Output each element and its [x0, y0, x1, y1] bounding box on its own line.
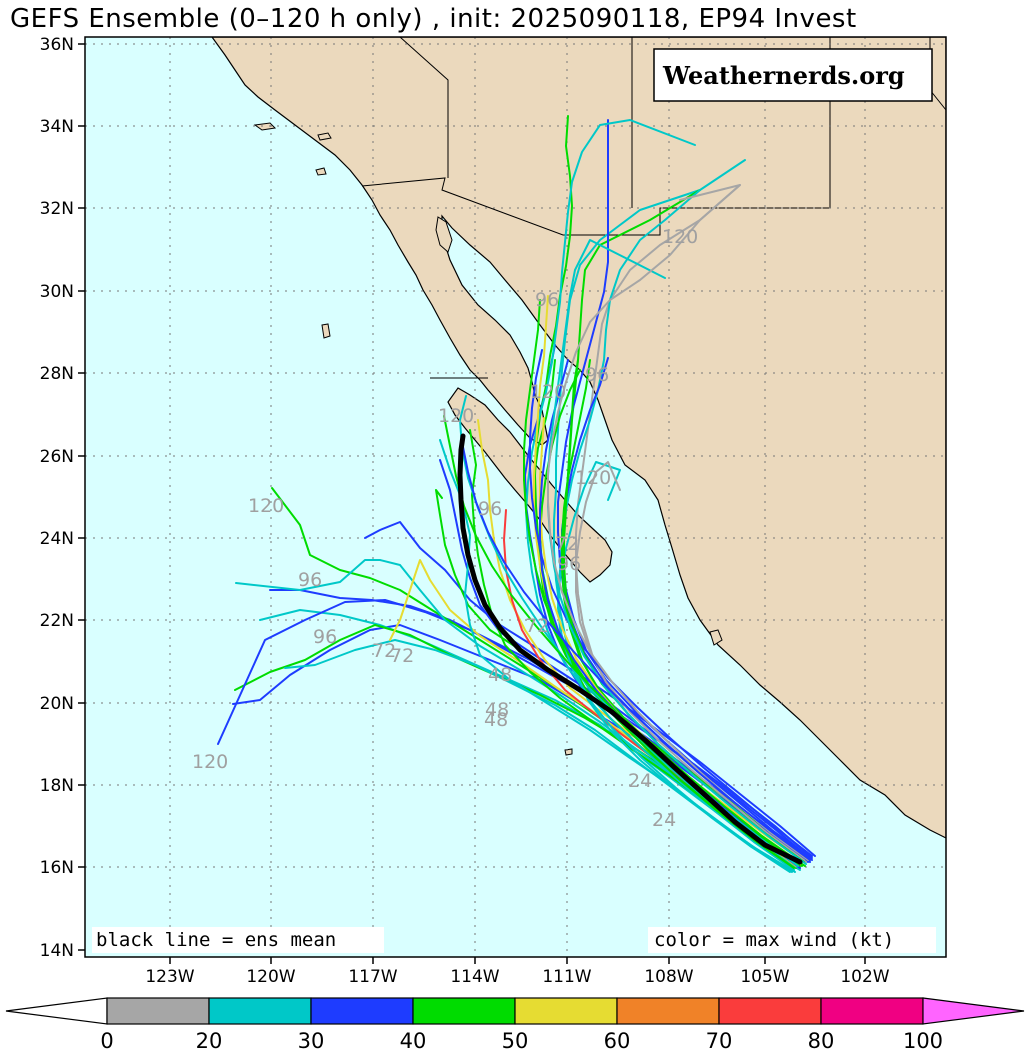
member-track — [575, 461, 805, 861]
lat-tick-label: 22N — [40, 611, 74, 631]
lon-tick-label: 114W — [450, 967, 499, 987]
hour-label: 120 — [530, 381, 566, 403]
lat-tick-label: 34N — [40, 117, 74, 137]
lat-axis: 36N 34N 32N 30N 28N 26N 24N 22N 20N 18N … — [40, 35, 85, 961]
grid — [85, 37, 946, 957]
hour-label: 96 — [535, 289, 559, 311]
colorbar-tick-label: 60 — [604, 1029, 631, 1053]
hour-label: 96 — [478, 498, 502, 520]
lon-tick-label: 123W — [145, 967, 194, 987]
ensemble-tracks — [217, 115, 816, 873]
hour-label: 120 — [575, 467, 611, 489]
tiburon-island — [435, 216, 453, 253]
colorbar-tick-label: 80 — [808, 1029, 835, 1053]
colorbar-tick-label: 40 — [400, 1029, 427, 1053]
lon-axis: 123W 120W 117W 114W 111W 108W 105W 102W — [145, 957, 890, 987]
watermark-box — [653, 48, 933, 102]
member-track — [364, 521, 816, 857]
footnote-left: black line = ens mean — [96, 929, 336, 951]
lon-tick-label: 117W — [348, 967, 397, 987]
colorbar-tick-label: 0 — [100, 1029, 113, 1053]
baja-south-land — [447, 387, 613, 583]
lat-tick-label: 18N — [40, 776, 74, 796]
us-mexico-border — [361, 37, 831, 236]
hour-label: 96 — [298, 569, 322, 591]
lat-tick-label: 16N — [40, 858, 74, 878]
lon-tick-label: 105W — [740, 967, 789, 987]
lon-tick-label: 102W — [840, 967, 889, 987]
colorbar: 0 20 30 40 50 60 70 80 100 — [5, 997, 1025, 1053]
hour-label: 72 — [555, 533, 579, 555]
hour-label: 24 — [628, 770, 652, 792]
watermark-text: Weathernerds.org — [662, 61, 905, 90]
member-track — [461, 441, 811, 861]
colorbar-swatch — [208, 997, 312, 1025]
hour-label: 120 — [662, 226, 698, 248]
mainland-land — [211, 37, 946, 839]
hour-label: 48 — [485, 699, 509, 721]
lat-tick-label: 24N — [40, 529, 74, 549]
channel-island — [317, 132, 332, 141]
footnote-right: color = max wind (kt) — [654, 929, 894, 951]
hour-label: 48 — [488, 664, 512, 686]
colorbar-tick-label: 20 — [196, 1029, 223, 1053]
hour-label: 120 — [248, 495, 284, 517]
lat-tick-label: 30N — [40, 282, 74, 302]
channel-island-2 — [315, 167, 327, 176]
hour-label: 72 — [372, 640, 396, 662]
lat-tick-label: 28N — [40, 364, 74, 384]
colorbar-tick-label: 100 — [903, 1029, 943, 1053]
socorro-island — [564, 748, 573, 756]
hour-label: 96 — [313, 626, 337, 648]
state-border-2 — [399, 37, 449, 178]
member-track — [529, 349, 813, 857]
hour-label: 24 — [652, 809, 676, 831]
tres-marias-island — [709, 629, 723, 646]
lon-tick-label: 108W — [644, 967, 693, 987]
footnote-left-bg — [92, 927, 384, 953]
colorbar-swatch — [718, 997, 822, 1025]
page-title: GEFS Ensemble (0–120 h only) , init: 202… — [10, 4, 857, 34]
plot-frame — [84, 36, 947, 958]
colorbar-extend-right — [922, 997, 1025, 1025]
lat-tick-label: 20N — [40, 694, 74, 714]
hour-label: 72 — [390, 645, 414, 667]
hour-label: 72 — [525, 615, 549, 637]
lon-tick-label: 120W — [246, 967, 295, 987]
colorbar-tick-label: 30 — [298, 1029, 325, 1053]
cedros-island — [321, 323, 331, 339]
lat-tick-label: 36N — [40, 35, 74, 55]
lon-tick-label: 111W — [542, 967, 591, 987]
hour-label: 96 — [557, 553, 581, 575]
footnote-right-bg — [648, 927, 936, 953]
colorbar-swatch — [820, 997, 924, 1025]
colorbar-swatch — [310, 997, 414, 1025]
colorbar-extend-left — [5, 997, 108, 1025]
colorbar-swatch — [514, 997, 618, 1025]
colorbar-swatch — [412, 997, 516, 1025]
lat-tick-label: 26N — [40, 447, 74, 467]
colorbar-swatch — [106, 997, 210, 1025]
hour-labels: 120 96 96 72 72 48 48 120 96 72 120 96 1… — [192, 226, 698, 831]
member-track — [523, 299, 795, 869]
lat-tick-label: 14N — [40, 941, 74, 961]
member-track — [547, 184, 809, 861]
colorbar-tick-label: 70 — [706, 1029, 733, 1053]
hour-label: 120 — [438, 405, 474, 427]
colorbar-swatch — [616, 997, 720, 1025]
hour-label: 96 — [585, 364, 609, 386]
member-track — [561, 357, 811, 859]
hour-label: 48 — [484, 709, 508, 731]
ensemble-mean-track — [457, 433, 803, 865]
lat-tick-label: 32N — [40, 199, 74, 219]
member-track — [553, 189, 793, 873]
guadalupe-island — [253, 122, 277, 131]
colorbar-tick-label: 50 — [502, 1029, 529, 1053]
hour-label: 120 — [192, 751, 228, 773]
